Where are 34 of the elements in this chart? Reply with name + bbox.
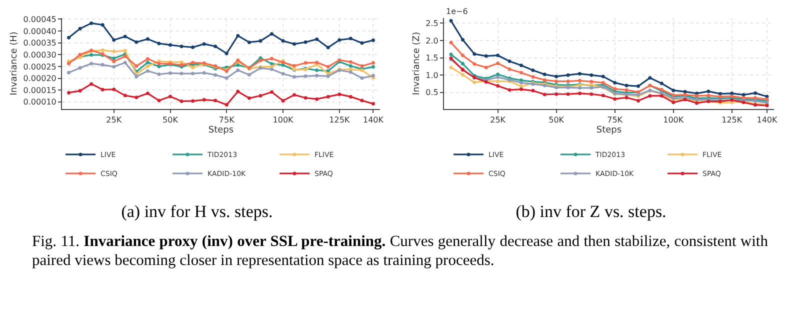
y-tick-label: 0.5: [426, 88, 438, 98]
text: Invariance proxy (inv) over SSL pre-training.: [84, 233, 386, 250]
y-axis-title: Invariance (H): [10, 32, 20, 96]
x-tick-label: 100K: [663, 116, 684, 125]
y-tick-label: 0.00025: [23, 62, 56, 72]
y-tick-label: 0.00040: [23, 26, 56, 36]
y-tick-label: 1.5: [426, 54, 438, 63]
x-axis-title: Steps: [596, 125, 622, 136]
y-tick-label: 2.0: [426, 36, 438, 46]
x-axis-title: Steps: [208, 125, 234, 136]
x-tick-label: 75K: [607, 116, 624, 125]
y-axis-title: Invariance (Z): [412, 32, 422, 96]
x-tick-label: 50K: [162, 116, 179, 125]
y-tick-label: 1.0: [426, 70, 438, 80]
y-tick-label: 0.00010: [23, 98, 56, 107]
x-tick-label: 140K: [756, 116, 778, 125]
y-tick-label: 0.00030: [23, 50, 56, 60]
y-tick-label: 2.5: [426, 18, 438, 28]
x-tick-label: 25K: [106, 116, 122, 125]
text: (a) inv for H vs. steps.: [120, 202, 274, 223]
caption: Fig. 11.: [32, 233, 80, 250]
x-tick-label: 100K: [272, 116, 294, 125]
text: 1e−6: [446, 7, 468, 16]
x-tick-label: 125K: [329, 116, 350, 125]
x-tick-label: 75K: [218, 116, 236, 125]
y-tick-label: 0.00015: [23, 86, 56, 95]
x-tick-label: 140K: [362, 116, 384, 125]
y-tick-label: 0.00045: [23, 14, 56, 24]
x-tick-label: 25K: [490, 116, 506, 125]
text: (b) inv for Z vs. steps.: [514, 202, 668, 223]
x-tick-label: 125K: [722, 116, 743, 125]
y-tick-label: 0.00020: [23, 74, 56, 84]
y-tick-label: 0.00035: [23, 38, 56, 48]
x-tick-label: 50K: [548, 116, 565, 125]
